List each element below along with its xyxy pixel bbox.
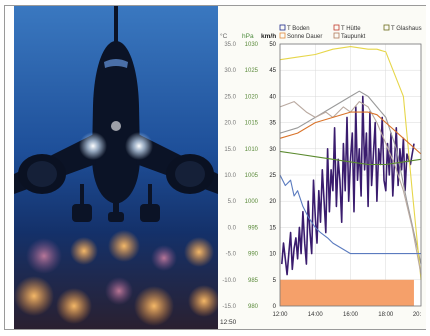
axis-kmh-tick: 25 [269, 173, 276, 179]
celsius-unit: °C [220, 32, 228, 40]
series-line-orange_curve [279, 111, 422, 155]
axis-kmh-tick: 10 [269, 252, 276, 258]
legend-taupunkt: Taupunkt [341, 34, 366, 40]
legend-swatch-sonne-dauer [279, 32, 286, 39]
start-time-label: 12:50 [220, 319, 237, 326]
axis-celsius-tick: -10.0 [222, 278, 236, 284]
axis-hpa-tick: 1030 [245, 42, 259, 48]
time-tick: 20: [413, 312, 422, 318]
axis-celsius-tick: 0.0 [228, 225, 237, 231]
time-tick: 16:00 [343, 312, 359, 318]
time-axis: 12:00 14:00 16:00 18:00 20: [272, 312, 421, 318]
axis-kmh-tick: 20 [269, 199, 276, 205]
celsius-axis: 35.0 30.0 25.0 20.0 15.0 10.0 5.0 0.0 -5.0 -10.0 -… [222, 42, 236, 310]
axis-hpa-tick: 1000 [245, 199, 259, 205]
cockpit-window [104, 59, 128, 68]
plot-border [279, 43, 422, 307]
axis-celsius-tick: 35.0 [224, 42, 236, 48]
axis-hpa-tick: 985 [248, 278, 259, 284]
sun-bars [280, 279, 414, 306]
axis-celsius-tick: 30.0 [224, 68, 236, 74]
axis-celsius-tick: 25.0 [224, 94, 236, 100]
landing-light-left [79, 132, 107, 160]
axis-hpa-tick: 1020 [245, 94, 259, 100]
legend-swatch-t-boden [279, 24, 286, 31]
axis-kmh-tick: 15 [269, 225, 276, 231]
series-line-dewpoint [279, 101, 422, 275]
axis-kmh-tick: 35 [269, 121, 276, 127]
series-line-blue_line [279, 174, 421, 255]
airplane-photo [14, 6, 218, 329]
time-tick: 18:00 [378, 312, 394, 318]
axis-celsius-tick: -5.0 [226, 252, 237, 258]
legend-swatch-taupunkt [333, 32, 340, 39]
axis-hpa-tick: 990 [248, 252, 259, 258]
axis-celsius-tick: -15.0 [222, 304, 236, 310]
axis-hpa-tick: 1025 [245, 68, 259, 74]
axis-celsius-tick: 15.0 [224, 147, 236, 153]
legend-t-glashaus: T Glashaus [391, 26, 422, 32]
axis-hpa-tick: 980 [248, 304, 259, 310]
kmh-unit: km/h [261, 33, 276, 40]
axis-kmh-tick: 0 [273, 304, 277, 310]
hpa-unit: hPa [242, 33, 254, 40]
legend-sonne-dauer: Sonne Dauer [287, 34, 322, 40]
axis-celsius-tick: 10.0 [224, 173, 236, 179]
airplane-illustration [14, 6, 218, 329]
series-line-humidity [279, 46, 422, 280]
series-line-wind [281, 95, 415, 276]
legend-t-huette: T Hütte [341, 26, 361, 32]
axis-celsius-tick: 5.0 [228, 199, 237, 205]
legend-t-boden: T Boden [287, 26, 310, 32]
weather-chart: °C hPa km/h T Boden T Hütte T Glashaus S… [218, 6, 426, 329]
series-line-pressure [279, 90, 422, 265]
chart-svg: °C hPa km/h T Boden T Hütte T Glashaus S… [220, 24, 422, 326]
legend: T Boden T Hütte T Glashaus Sonne Dauer T… [279, 24, 422, 40]
axis-hpa-tick: 1015 [245, 121, 259, 127]
hpa-axis: 1030 1025 1020 1015 1010 1005 1000 995 990 985 980 [245, 42, 259, 310]
series-lines [279, 46, 422, 280]
axis-kmh-tick: 45 [269, 68, 276, 74]
runway-lights [14, 230, 218, 326]
time-tick: 12:00 [272, 312, 288, 318]
axis-kmh-tick: 40 [269, 94, 276, 100]
series-line-green_line [279, 150, 422, 166]
axis-hpa-tick: 995 [248, 225, 259, 231]
sun-duration-bar [280, 279, 414, 306]
axis-kmh-tick: 5 [273, 278, 277, 284]
time-tick: 14:00 [308, 312, 324, 318]
axis-kmh-tick: 30 [269, 147, 276, 153]
legend-swatch-t-glashaus [383, 24, 390, 31]
landing-light-right [125, 132, 153, 160]
axis-hpa-tick: 1010 [245, 147, 259, 153]
axis-kmh-tick: 50 [269, 42, 276, 48]
axis-celsius-tick: 20.0 [224, 121, 236, 127]
axis-hpa-tick: 1005 [245, 173, 259, 179]
legend-swatch-t-huette [333, 24, 340, 31]
